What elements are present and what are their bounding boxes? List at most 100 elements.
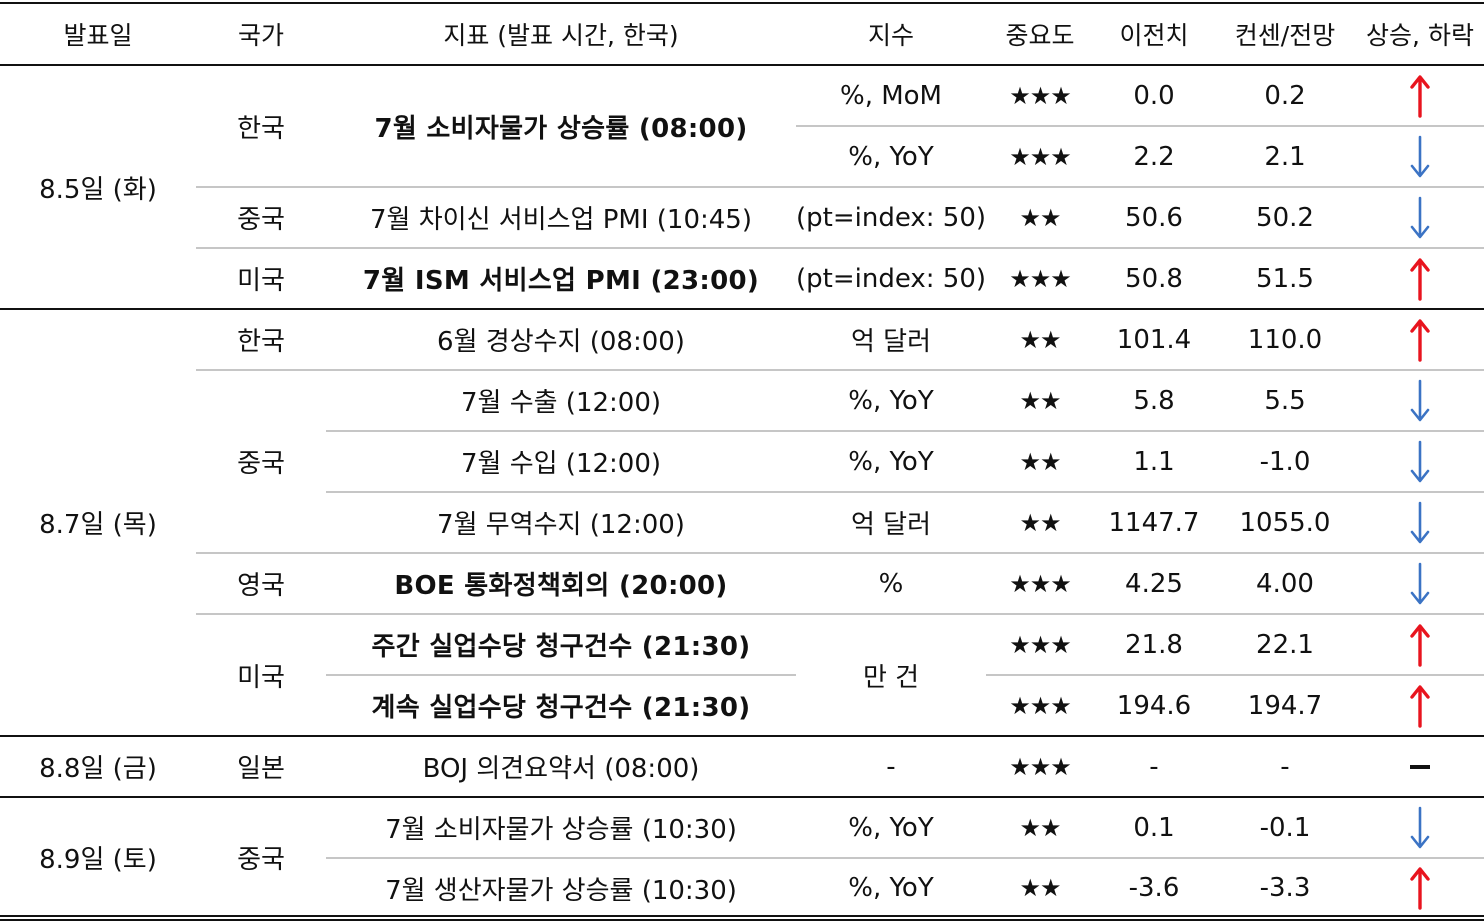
header-direction: 상승, 하락 xyxy=(1366,21,1474,50)
direction-cell xyxy=(1356,858,1484,918)
country-cell: 한국 xyxy=(237,327,285,357)
unit-cell: (pt=index: 50) xyxy=(796,263,987,294)
importance-stars: ★★★ xyxy=(1009,630,1072,659)
row-separator xyxy=(196,247,1484,249)
indicator-cell: BOJ 의견요약서 (08:00) xyxy=(422,754,700,784)
date-cell: 8.5일 (화) xyxy=(39,175,157,205)
direction-cell xyxy=(1356,66,1484,126)
consensus-value: 110.0 xyxy=(1247,324,1323,355)
importance-stars: ★★★ xyxy=(1009,691,1072,720)
previous-value: 1147.7 xyxy=(1108,507,1200,538)
direction-cell xyxy=(1356,553,1484,614)
indicator-cell: 7월 ISM 서비스업 PMI (23:00) xyxy=(362,266,760,296)
consensus-value: -3.3 xyxy=(1259,873,1311,903)
dash-icon xyxy=(1410,764,1430,769)
header-importance: 중요도 xyxy=(1005,21,1075,50)
consensus-value: - xyxy=(1280,751,1290,782)
importance-stars: ★★★ xyxy=(1009,264,1072,293)
importance-stars: ★★★ xyxy=(1009,752,1072,781)
importance-stars: ★★ xyxy=(1019,325,1061,354)
previous-value: - xyxy=(1149,751,1159,782)
row-separator xyxy=(326,491,1484,493)
group-rule xyxy=(0,308,1484,310)
arrow-up-icon xyxy=(1410,623,1430,667)
country-cell: 중국 xyxy=(237,449,285,479)
importance-stars: ★★ xyxy=(1019,447,1061,476)
unit-cell: %, YoY xyxy=(848,141,934,172)
direction-cell xyxy=(1356,614,1484,675)
country-cell: 중국 xyxy=(237,844,285,875)
group-rule xyxy=(0,735,1484,737)
importance-stars: ★★ xyxy=(1019,813,1061,842)
header-previous: 이전치 xyxy=(1119,21,1189,50)
unit-cell: % xyxy=(878,568,904,599)
arrow-up-icon xyxy=(1410,257,1430,301)
row-separator xyxy=(196,613,1484,615)
previous-value: 50.8 xyxy=(1125,263,1183,294)
consensus-value: 50.2 xyxy=(1256,202,1314,233)
consensus-value: 4.00 xyxy=(1256,568,1314,599)
importance-stars: ★★★ xyxy=(1009,142,1072,171)
direction-cell xyxy=(1356,675,1484,736)
direction-cell xyxy=(1356,187,1484,248)
direction-cell xyxy=(1356,736,1484,797)
indicator-cell: 7월 생산자물가 상승률 (10:30) xyxy=(385,875,737,906)
unit-cell: - xyxy=(886,751,896,782)
arrow-up-icon xyxy=(1410,318,1430,362)
consensus-value: 0.2 xyxy=(1264,81,1306,111)
country-cell: 미국 xyxy=(237,266,285,296)
indicator-cell: 6월 경상수지 (08:00) xyxy=(437,327,685,357)
previous-value: 0.1 xyxy=(1133,812,1175,843)
consensus-value: 194.7 xyxy=(1247,690,1323,721)
country-cell: 한국 xyxy=(237,114,285,144)
previous-value: 4.25 xyxy=(1125,568,1183,599)
unit-cell: %, YoY xyxy=(848,873,934,903)
header-unit: 지수 xyxy=(867,21,914,50)
indicator-cell: BOE 통화정책회의 (20:00) xyxy=(394,571,728,601)
arrow-up-icon xyxy=(1410,75,1430,118)
previous-value: 194.6 xyxy=(1116,690,1192,721)
bottom-rule xyxy=(0,919,1484,921)
previous-value: 21.8 xyxy=(1125,629,1183,660)
direction-cell xyxy=(1356,248,1484,309)
row-separator xyxy=(796,125,1484,127)
arrow-down-icon xyxy=(1410,501,1430,543)
direction-cell xyxy=(1356,309,1484,370)
arrow-down-icon xyxy=(1410,379,1430,421)
importance-stars: ★★ xyxy=(1019,874,1061,902)
country-cell: 중국 xyxy=(237,205,285,235)
direction-cell xyxy=(1356,370,1484,431)
row-separator xyxy=(326,857,1484,859)
importance-stars: ★★ xyxy=(1019,203,1061,232)
country-cell: 영국 xyxy=(237,571,285,601)
importance-stars: ★★ xyxy=(1019,386,1061,415)
unit-cell: (pt=index: 50) xyxy=(796,202,987,233)
date-cell: 8.8일 (금) xyxy=(39,754,157,784)
header-country: 국가 xyxy=(237,21,284,50)
consensus-value: 1055.0 xyxy=(1239,507,1331,538)
arrow-up-icon xyxy=(1410,684,1430,728)
header-consensus: 컨센/전망 xyxy=(1234,21,1336,50)
previous-value: 1.1 xyxy=(1133,446,1175,477)
date-cell: 8.9일 (토) xyxy=(39,844,157,875)
date-cell: 8.7일 (목) xyxy=(39,510,157,540)
top-rule xyxy=(0,2,1484,4)
row-separator xyxy=(196,369,1484,371)
row-separator xyxy=(986,674,1484,676)
previous-value: 5.8 xyxy=(1133,385,1175,416)
importance-stars: ★★★ xyxy=(1009,569,1072,598)
indicator-cell: 7월 소비자물가 상승률 (08:00) xyxy=(374,114,748,144)
indicator-cell: 7월 무역수지 (12:00) xyxy=(437,510,685,540)
header-indicator: 지표 (발표 시간, 한국) xyxy=(443,21,679,50)
direction-cell xyxy=(1356,492,1484,553)
unit-cell: 억 달러 xyxy=(850,510,932,540)
unit-cell: %, MoM xyxy=(839,81,942,111)
indicator-cell: 계속 실업수당 청구건수 (21:30) xyxy=(371,693,751,723)
direction-cell xyxy=(1356,431,1484,492)
arrow-down-icon xyxy=(1410,196,1430,238)
row-separator xyxy=(326,430,1484,432)
unit-cell: %, YoY xyxy=(848,385,934,416)
country-cell: 미국 xyxy=(237,662,285,693)
importance-stars: ★★ xyxy=(1019,508,1061,537)
